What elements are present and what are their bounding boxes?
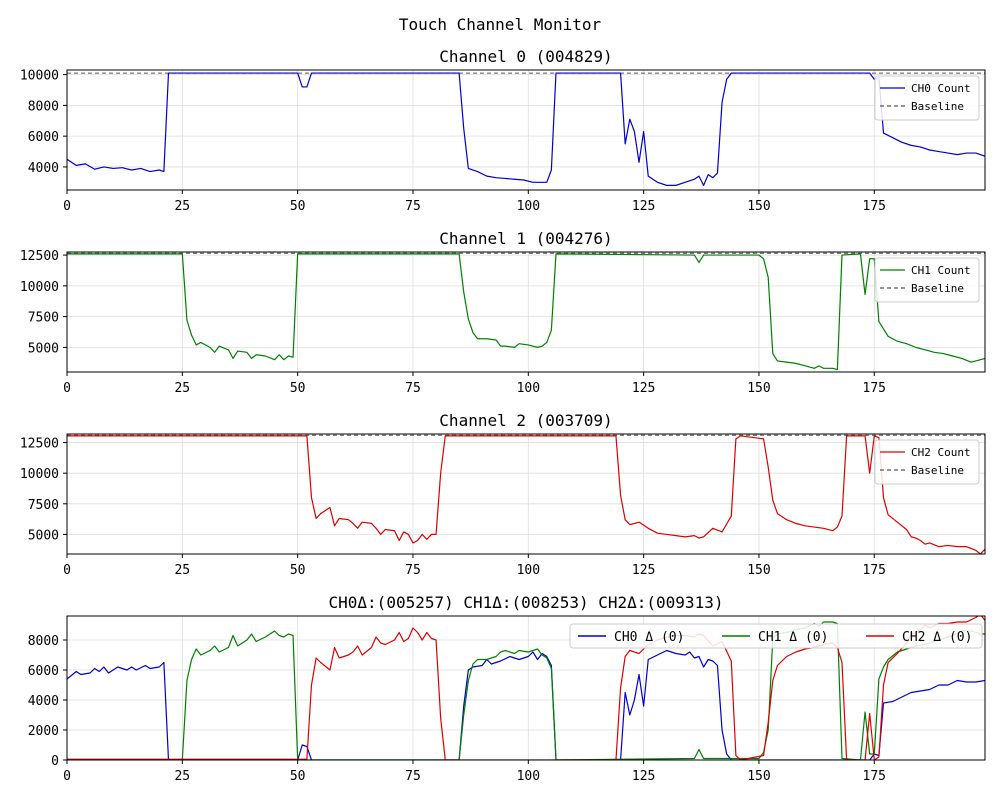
x-tick-label: 50 (290, 381, 306, 396)
x-tick-label: 25 (174, 563, 190, 578)
x-tick-label: 0 (63, 769, 71, 784)
chart-panel-0: Channel 0 (004829) 0 25 50 75 100 125 150 175 400… (20, 47, 986, 214)
x-tick-label: 125 (632, 199, 655, 214)
x-tick-label: 150 (747, 769, 770, 784)
x-tick-label: 25 (174, 199, 190, 214)
x-tick-label: 150 (747, 563, 770, 578)
panel-title: Channel 2 (003709) (439, 411, 612, 430)
legend-label: CH2 Δ (0) (902, 630, 972, 645)
x-tick-label: 175 (863, 563, 886, 578)
y-tick-label: 8000 (28, 634, 59, 649)
y-tick-label: 2000 (28, 724, 59, 739)
x-tick-label: 50 (290, 769, 306, 784)
legend: CH0 Count Baseline (874, 75, 980, 121)
chart-panel-3: CH0Δ:(005257) CH1Δ:(008253) CH2Δ:(009313… (28, 593, 986, 784)
x-tick-label: 50 (290, 199, 306, 214)
y-tick-label: 4000 (28, 694, 59, 709)
x-tick-label: 0 (63, 381, 71, 396)
x-tick-label: 125 (632, 563, 655, 578)
legend-label: CH0 Count (911, 82, 971, 95)
legend-label: CH0 Δ (0) (614, 630, 684, 645)
y-tick-label: 4000 (28, 161, 59, 176)
series-line-0 (67, 253, 985, 371)
y-tick-label: 7500 (28, 311, 59, 326)
x-tick-label: 100 (517, 769, 540, 784)
legend-label: Baseline (911, 282, 964, 295)
x-tick-label: 0 (63, 563, 71, 578)
y-tick-label: 10000 (20, 69, 59, 84)
y-tick-label: 10000 (20, 280, 59, 295)
series-line-1 (67, 621, 985, 760)
x-tick-label: 175 (863, 199, 886, 214)
y-tick-label: 0 (51, 754, 59, 769)
legend-box (874, 257, 980, 303)
x-tick-label: 125 (632, 769, 655, 784)
plot-series-group (67, 434, 985, 554)
x-tick-label: 75 (405, 199, 421, 214)
x-tick-label: 50 (290, 563, 306, 578)
legend-box (874, 439, 980, 485)
plot-frame (66, 433, 986, 555)
x-tick-label: 0 (63, 199, 71, 214)
y-tick-label: 5000 (28, 528, 59, 543)
y-tick-label: 6000 (28, 130, 59, 145)
x-tick-label: 175 (863, 381, 886, 396)
legend-box (569, 623, 983, 649)
y-tick-label: 5000 (28, 341, 59, 356)
legend: CH0 Δ (0) CH1 Δ (0) CH2 Δ (0) (569, 623, 983, 649)
legend-label: CH2 Count (911, 446, 971, 459)
x-tick-label: 25 (174, 769, 190, 784)
x-tick-label: 100 (517, 381, 540, 396)
chart-panel-2: Channel 2 (003709) 0 25 50 75 100 125 150 175 500… (20, 411, 986, 578)
panel-title: Channel 1 (004276) (439, 229, 612, 248)
plot-area (67, 252, 985, 372)
legend-box (874, 75, 980, 121)
x-tick-label: 100 (517, 199, 540, 214)
y-tick-label: 12500 (20, 437, 59, 452)
x-tick-label: 75 (405, 381, 421, 396)
panel-title: Channel 0 (004829) (439, 47, 612, 66)
x-tick-label: 100 (517, 563, 540, 578)
x-tick-label: 75 (405, 769, 421, 784)
legend-label: Baseline (911, 464, 964, 477)
series-line-0 (67, 72, 985, 186)
y-tick-label: 6000 (28, 664, 59, 679)
panel-title: CH0Δ:(005257) CH1Δ:(008253) CH2Δ:(009313… (329, 593, 724, 612)
plot-frame (66, 251, 986, 373)
legend: CH2 Count Baseline (874, 439, 980, 485)
x-tick-label: 75 (405, 563, 421, 578)
plot-frame (66, 69, 986, 191)
plot-series-group (67, 252, 985, 371)
x-tick-label: 150 (747, 381, 770, 396)
plot-area (67, 434, 985, 554)
plot-series-group (67, 72, 985, 186)
y-tick-label: 10000 (20, 467, 59, 482)
x-tick-label: 125 (632, 381, 655, 396)
plot-frame (66, 615, 986, 761)
x-tick-label: 25 (174, 381, 190, 396)
figure-title: Touch Channel Monitor (399, 15, 602, 34)
y-tick-label: 7500 (28, 498, 59, 513)
legend-label: Baseline (911, 100, 964, 113)
x-tick-label: 175 (863, 769, 886, 784)
series-line-0 (67, 435, 985, 554)
y-tick-label: 12500 (20, 249, 59, 264)
legend-label: CH1 Count (911, 264, 971, 277)
chart-panel-1: Channel 1 (004276) 0 25 50 75 100 125 150 175 500… (20, 229, 986, 396)
legend: CH1 Count Baseline (874, 257, 980, 303)
y-tick-label: 8000 (28, 99, 59, 114)
x-tick-label: 150 (747, 199, 770, 214)
chart-panels: Channel 0 (004829) 0 25 50 75 100 125 150 175 400… (20, 47, 986, 784)
plot-area (67, 70, 985, 190)
legend-label: CH1 Δ (0) (758, 630, 828, 645)
